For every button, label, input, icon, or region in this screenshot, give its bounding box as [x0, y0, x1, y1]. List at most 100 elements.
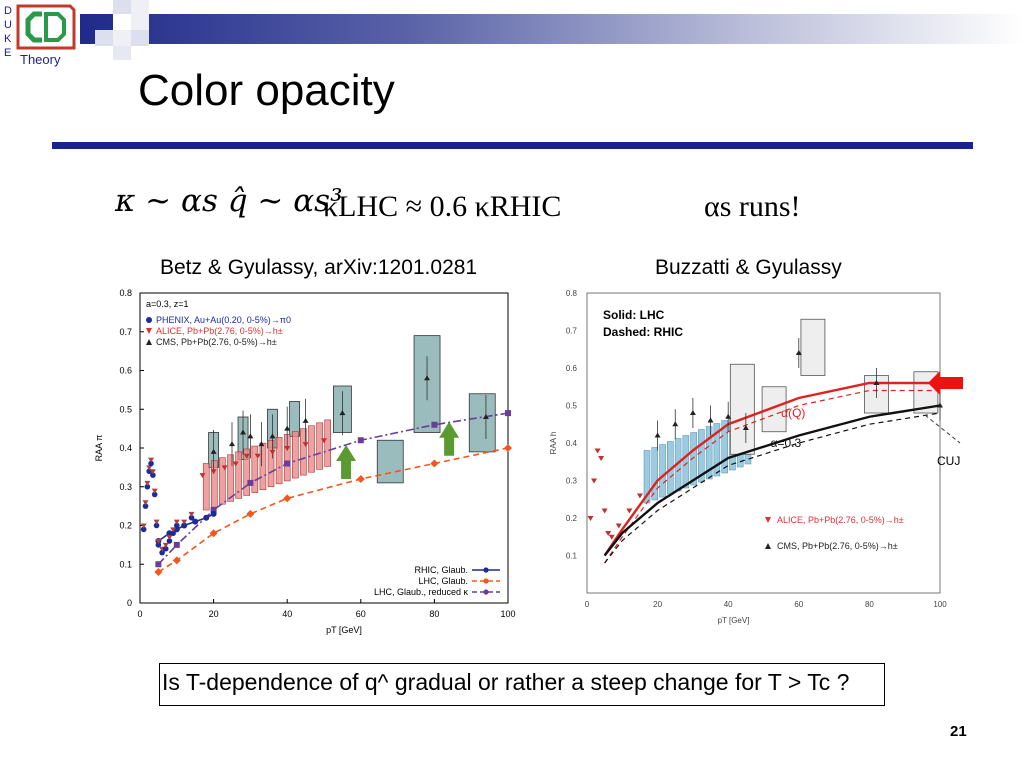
x-tick-label: 100: [500, 609, 515, 619]
phenix-point: [181, 522, 187, 529]
curve-marker-diamond: [430, 459, 439, 468]
curve-label-alpha-q: α(Q): [781, 406, 805, 420]
alice-point: [321, 438, 327, 444]
curve-marker-circle: [203, 514, 210, 521]
y-tick-label: 0.6: [566, 364, 578, 373]
alice-point: [608, 534, 615, 540]
cms-point: [654, 432, 661, 438]
legend-marker: [765, 543, 771, 549]
blue-error-box: [651, 447, 659, 501]
plot-frame: [586, 292, 941, 594]
cms-error-box: [376, 439, 404, 484]
curve-marker-square: [173, 541, 180, 548]
alice-low-point: [155, 539, 162, 544]
curve-marker-diamond: [504, 444, 512, 452]
x-tick-label: 40: [724, 600, 733, 609]
cms-point: [258, 441, 265, 447]
alice-low-point: [166, 535, 173, 541]
curve-marker-square: [431, 421, 438, 428]
alice-error-box: [259, 442, 267, 490]
cms-point: [482, 414, 489, 419]
curve-square: [157, 412, 509, 565]
y-tick-label: 0.1: [119, 559, 132, 569]
annotation-line: Solid: LHC: [603, 308, 665, 322]
slide-title: Color opacity: [138, 66, 395, 115]
blue-error-box: [659, 444, 666, 498]
alice-error-box: [235, 451, 242, 499]
title-rule: [52, 142, 973, 149]
cms-point: [795, 350, 802, 355]
green-arrow-icon: [439, 421, 460, 456]
cms-point: [229, 441, 235, 447]
alice-point: [601, 508, 608, 514]
alice-error-box: [291, 431, 299, 479]
chart-annotation: a=0.3, z=1: [146, 299, 189, 309]
y-tick-label: 0.5: [566, 402, 578, 411]
alice-low-point: [162, 542, 169, 548]
curve-marker-diamond: [172, 556, 181, 565]
y-tick-label: 0.8: [119, 288, 132, 298]
alice-point: [232, 461, 239, 467]
x-tick-label: 20: [209, 609, 219, 619]
cms-point: [707, 417, 714, 423]
phenix-point: [159, 549, 165, 556]
y-tick-label: 0.4: [119, 443, 132, 453]
curve-marker-diamond: [356, 475, 365, 483]
cms-error-box: [468, 393, 496, 453]
alice-low-point: [148, 457, 155, 463]
right-citation: Buzzatti & Gyulassy: [655, 256, 842, 279]
alice-point: [269, 449, 276, 455]
x-tick-label: 0: [137, 609, 142, 619]
cms-point: [240, 429, 247, 435]
alice-low-point: [142, 500, 149, 506]
legend-marker: [146, 339, 152, 345]
alice-point: [626, 508, 633, 514]
y-tick-label: 0.2: [566, 514, 578, 523]
right-raa-chart: 0.1 0.2 0.3 0.4 0.5 0.6 0.7 0.8 0 20 40 60 80 100 pT […: [549, 289, 963, 625]
alice-point: [284, 446, 291, 451]
y-tick-label: 0: [127, 598, 132, 608]
alice-point: [210, 469, 217, 475]
alice-point: [598, 456, 605, 461]
header-squares: [95, 0, 165, 60]
alpha-runs: αs runs!: [704, 190, 801, 223]
cms-error-box: [289, 401, 300, 437]
alpha-running-curve: [603, 381, 940, 557]
logo-word: Theory: [20, 52, 61, 67]
legend-marker: [765, 517, 771, 523]
alice-low-point: [153, 519, 160, 525]
alice-error-box: [316, 422, 323, 470]
alice-low-point: [173, 519, 180, 525]
phenix-point: [162, 545, 169, 552]
y-axis-label: RAA π: [94, 435, 104, 462]
x-tick-label: 20: [653, 600, 662, 609]
y-tick-label: 0.1: [566, 552, 578, 561]
grey-error-box: [729, 363, 755, 455]
curve-marker-square: [210, 507, 217, 513]
alice-error-box: [211, 460, 218, 508]
x-axis-label: pT [GeV]: [718, 616, 750, 625]
alice-point: [221, 465, 228, 471]
cms-point: [424, 375, 431, 381]
alice-point: [587, 516, 594, 521]
legend-label: ALICE, Pb+Pb(2.76, 0-5%)→h±: [777, 515, 904, 525]
rhic-dashed-curve: [604, 412, 941, 564]
logo-letter-e: E: [4, 47, 11, 59]
legend-top-label: ALICE, Pb+Pb(2.76, 0-5%)→h±: [156, 326, 283, 336]
cms-point: [672, 421, 679, 427]
alice-point: [636, 493, 643, 499]
phenix-point: [155, 542, 162, 548]
blue-error-box: [721, 420, 728, 474]
kappa-formula: κ ~ αs q̂ ~ αs³: [115, 183, 343, 219]
alice-low-point: [140, 523, 147, 529]
curve-marker-square: [155, 561, 162, 568]
curve-marker-diamond: [283, 494, 292, 503]
x-tick-label: 60: [356, 609, 366, 619]
duke-theory-logo: D U K E Theory: [0, 0, 80, 70]
cms-point: [284, 425, 291, 431]
alice-low-point: [188, 511, 195, 517]
legend-bottom-marker: [483, 567, 489, 573]
cms-point: [210, 448, 217, 454]
legend-label: CMS, Pb+Pb(2.76, 0-5%)→h±: [777, 541, 898, 551]
annotation-line: Dashed: RHIC: [603, 325, 683, 339]
